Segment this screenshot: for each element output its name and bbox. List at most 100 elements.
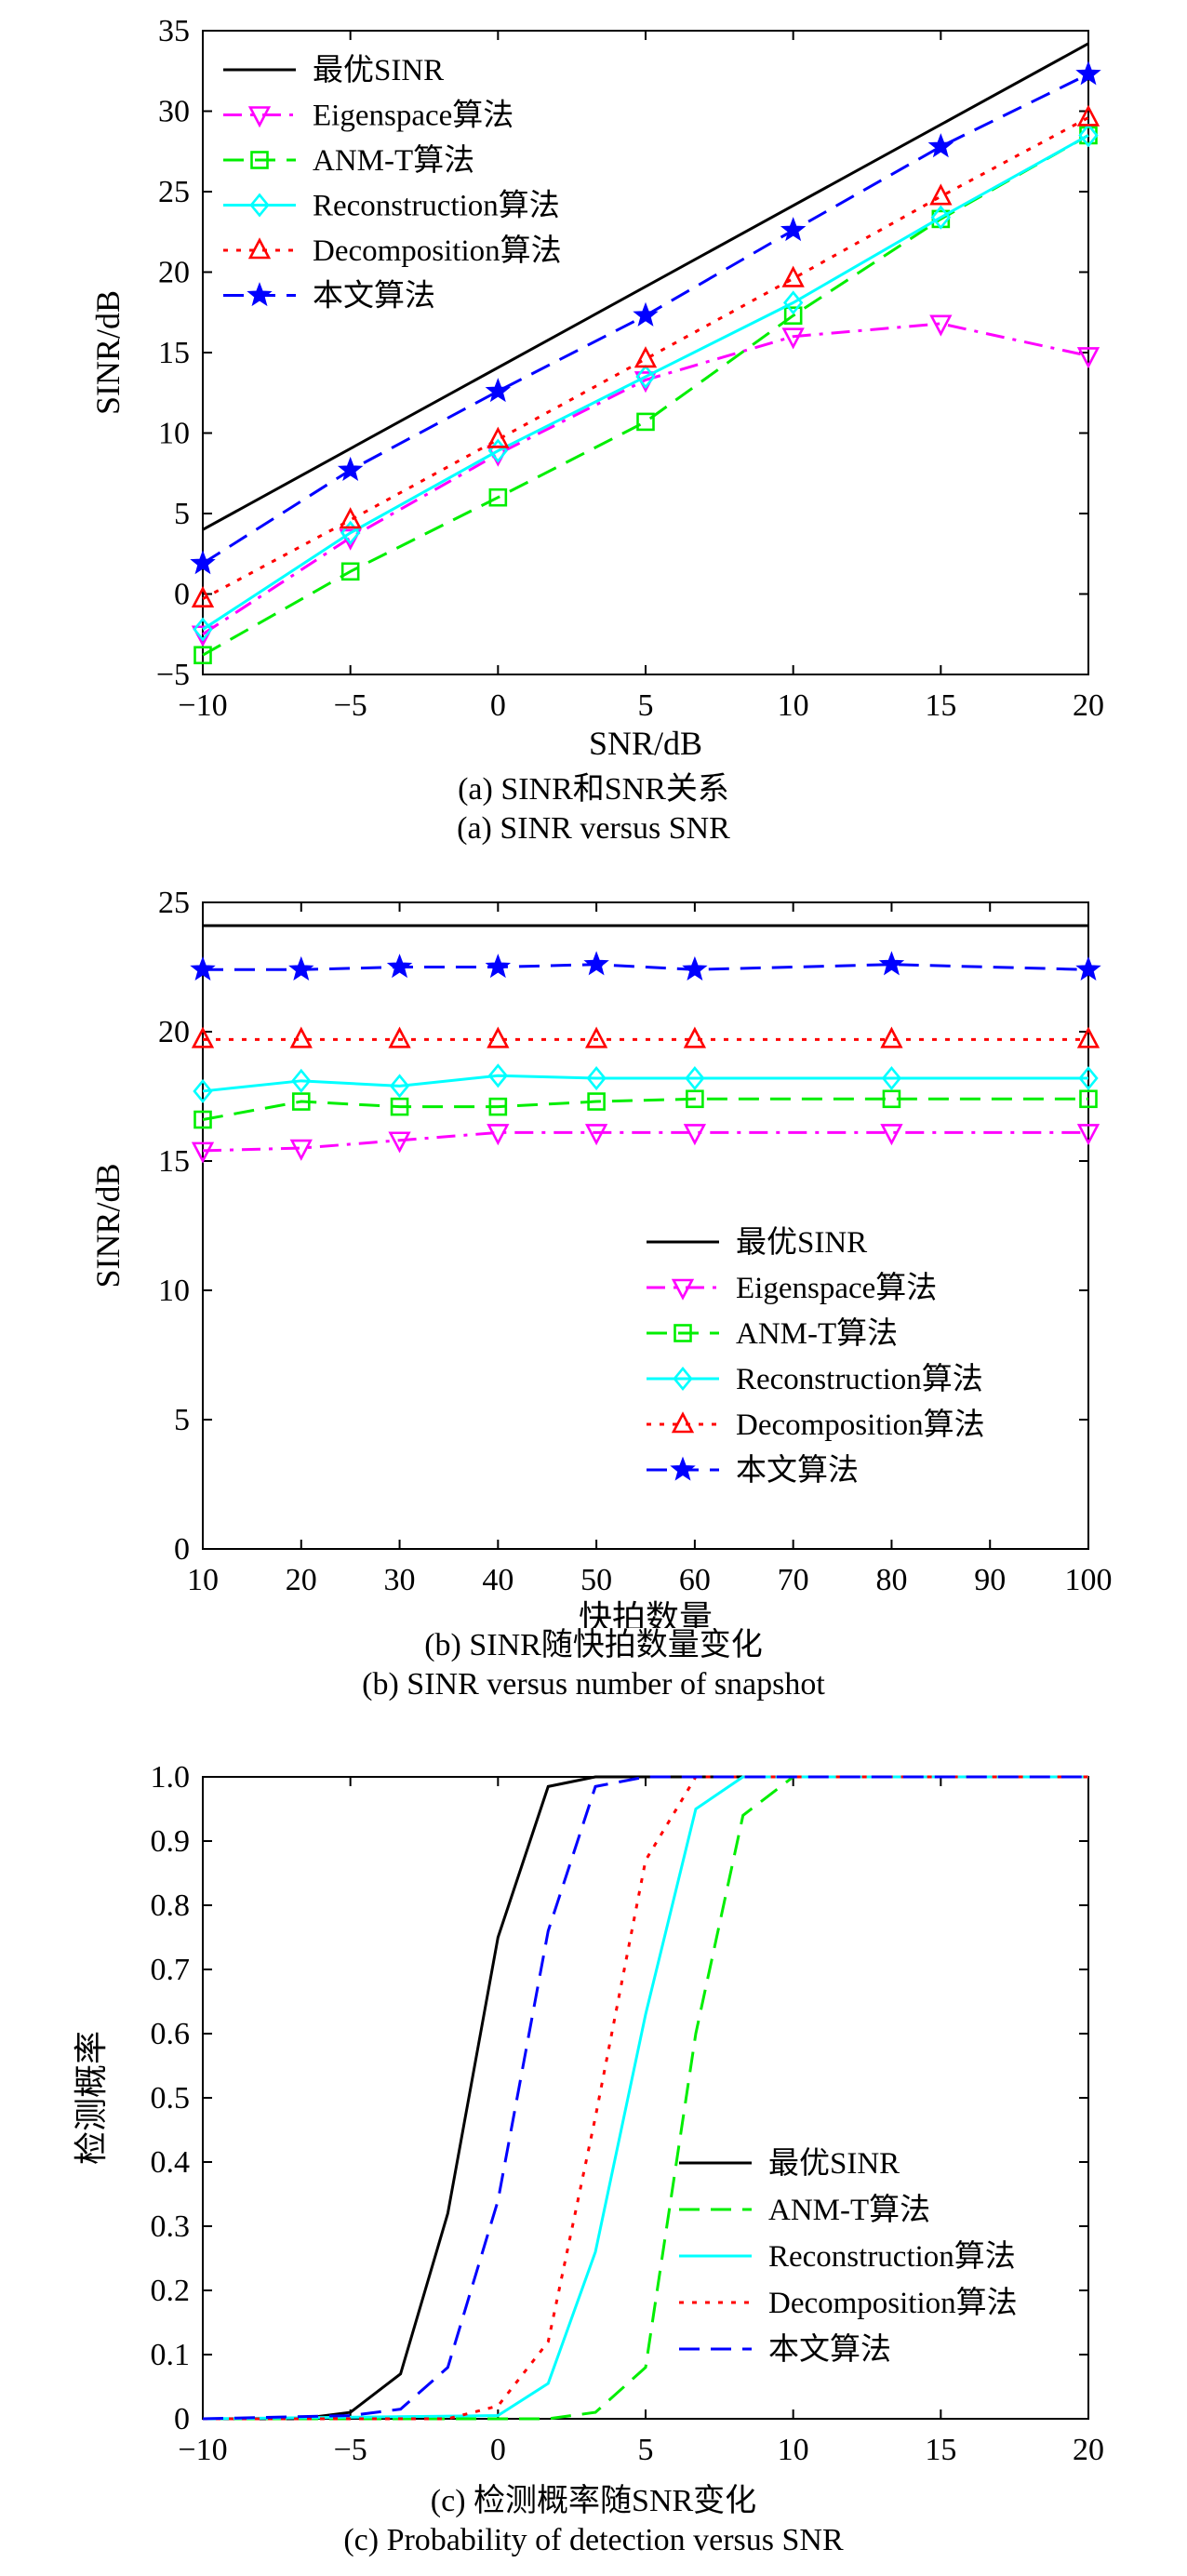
chart-b-series-5 [190,951,1101,981]
chart-a-caption-cn: (a) SINR和SNR关系 [458,772,729,807]
chart-a-data-point [488,487,508,507]
chart-b-data-point [289,1139,313,1161]
chart-c-x-tick-label: −5 [334,2433,367,2467]
chart-a-legend-marker [249,193,270,218]
chart-a-legend-marker [247,237,272,260]
chart-a-legend-label: ANM-T算法 [313,143,474,178]
chart-b-data-point [390,1097,409,1116]
chart-a-series-line [202,134,1089,631]
chart-b-x-tick-label: 40 [482,1563,513,1597]
chart-a-legend-label: Decomposition算法 [313,234,562,268]
chart-a-data-point [929,314,953,337]
chart-b-caption-en: (b) SINR versus number of snapshot [362,1667,825,1702]
chart-b-data-point [584,1026,608,1048]
chart-b-plot-frame [202,901,1089,1550]
chart-a-y-axis-label: SINR/dB [89,290,127,415]
chart-a-x-tick-label: 15 [925,688,956,723]
chart-b-legend-marker [673,1366,693,1392]
chart-b-data-point [587,1092,606,1111]
chart-b-data-point [487,1063,509,1088]
chart-c-y-tick-label: 0.1 [151,2338,191,2372]
chart-c-series-0 [203,1775,1088,2421]
chart-b-data-point [686,1089,704,1109]
chart-b-caption-cn: (b) SINR随快拍数量变化 [424,1628,763,1662]
chart-a-x-tick-label: −5 [334,688,367,723]
chart-c-y-tick-label: 0.8 [151,1889,191,1923]
chart-c-y-tick-label: 0.4 [151,2145,191,2180]
chart-b-data-point [193,1078,213,1103]
chart-a-y-tick-label: 25 [158,175,190,209]
chart-a-data-point [1076,104,1100,127]
chart-b-data-point [880,1026,903,1048]
chart-b-series-line [202,1097,1088,1121]
chart-b-legend-label: Reconstruction算法 [736,1362,983,1396]
chart-a-data-point [1076,347,1100,369]
chart-b-data-point [683,1026,707,1048]
chart-a-x-tick-label: 0 [490,688,506,723]
chart-a-svg: −10 −5 0 5 10 15 20−505101520253035SNR/dBSINR/… [89,14,1104,762]
chart-a-y-tick-label: 15 [158,336,190,370]
chart-a-legend: 最优SINR Eigenspace算法 ANM-T算法 Reconstruction算… [223,53,562,314]
chart-b-data-point [1075,955,1101,981]
chart-a-x-tick-label: −10 [178,688,227,723]
chart-a-data-point [783,306,803,326]
chart-b-series-1 [191,1124,1100,1164]
chart-b-data-point [683,1124,707,1146]
chart-a-series-line [202,322,1089,636]
chart-b-series-line [202,1130,1088,1153]
chart-b-legend-label: Eigenspace算法 [736,1271,937,1305]
chart-c-legend-label: Reconstruction算法 [768,2239,1016,2274]
chart-c-series-line [203,1775,1088,2421]
chart-panel-c: −10 −5 0 5 10 15 20 0 0.1 0.2 0.3 0.4 0.5 0.6 0.7 0.8 0.… [0,1749,1187,2576]
chart-c-x-tick-label: −10 [178,2433,227,2467]
chart-c-x-tick-label: 10 [778,2433,809,2467]
chart-a-series-5 [190,60,1101,575]
chart-b-data-point [586,1065,607,1091]
chart-b-data-point [487,1026,510,1048]
chart-a-data-point [930,205,952,230]
chart-a-data-point [781,265,805,287]
chart-b-data-point [1079,1089,1098,1109]
chart-b-y-tick-label: 5 [174,1403,190,1437]
chart-a-y-tick-label: 5 [174,497,190,531]
chart-b-data-point [488,1097,508,1116]
chart-b-x-tick-label: 10 [187,1563,219,1597]
chart-b-data-point [583,951,609,976]
chart-a-data-point [193,646,212,665]
chart-c-legend-label: 本文算法 [768,2332,891,2367]
chart-b-data-point [880,1124,903,1146]
chart-a-series-line [202,42,1089,531]
chart-b-data-point [190,955,216,981]
chart-b-data-point [878,951,905,976]
chart-b-series-line [203,963,1089,971]
chart-c-legend: 最优SINR ANM-T算法 Reconstruction算法 Decompositi… [679,2146,1018,2367]
chart-b-data-point [386,954,413,979]
chart-b-data-point [584,1124,608,1146]
chart-b-x-tick-label: 100 [1065,1563,1113,1597]
chart-b-data-point [1076,1124,1100,1146]
chart-a-y-tick-label: 0 [174,578,190,612]
chart-c-y-axis-label: 检测概率 [73,2031,110,2165]
chart-b-x-axis-label: 快拍数量 [579,1599,713,1628]
chart-c-y-tick-label: 0.2 [151,2274,191,2308]
chart-a-data-point [339,507,362,529]
chart-b-data-point [881,1065,902,1091]
chart-a-data-point [190,550,216,575]
chart-a-caption-en: (a) SINR versus SNR [457,811,730,846]
chart-b-data-point [193,1110,212,1129]
chart-a-y-tick-label: −5 [156,658,190,692]
chart-b-data-point [682,955,708,981]
chart-c-x-tick-label: 15 [925,2433,956,2467]
chart-a-legend-marker [247,282,273,307]
chart-a-data-point [781,327,805,350]
chart-panel-a: −10 −5 0 5 10 15 20 −5 0 5 10 15 20 25 30 35 SNR/dB SINR/… [0,0,1187,893]
chart-a-x-tick-label: 20 [1073,688,1104,723]
chart-b-svg: 10 20 30 40 50 60 70 80 90 100 0 5 10 15 20 25 快拍数量 SINR/… [89,886,1113,1628]
chart-a-data-point [633,301,659,327]
chart-b-legend-label: ANM-T算法 [736,1316,898,1351]
chart-a-x-tick-label: 5 [638,688,654,723]
chart-c-y-tick-label: 1.0 [151,1760,191,1795]
chart-b-data-point [1078,1065,1099,1091]
chart-a-legend-label: Reconstruction算法 [313,189,560,223]
chart-b-data-point [882,1089,901,1109]
